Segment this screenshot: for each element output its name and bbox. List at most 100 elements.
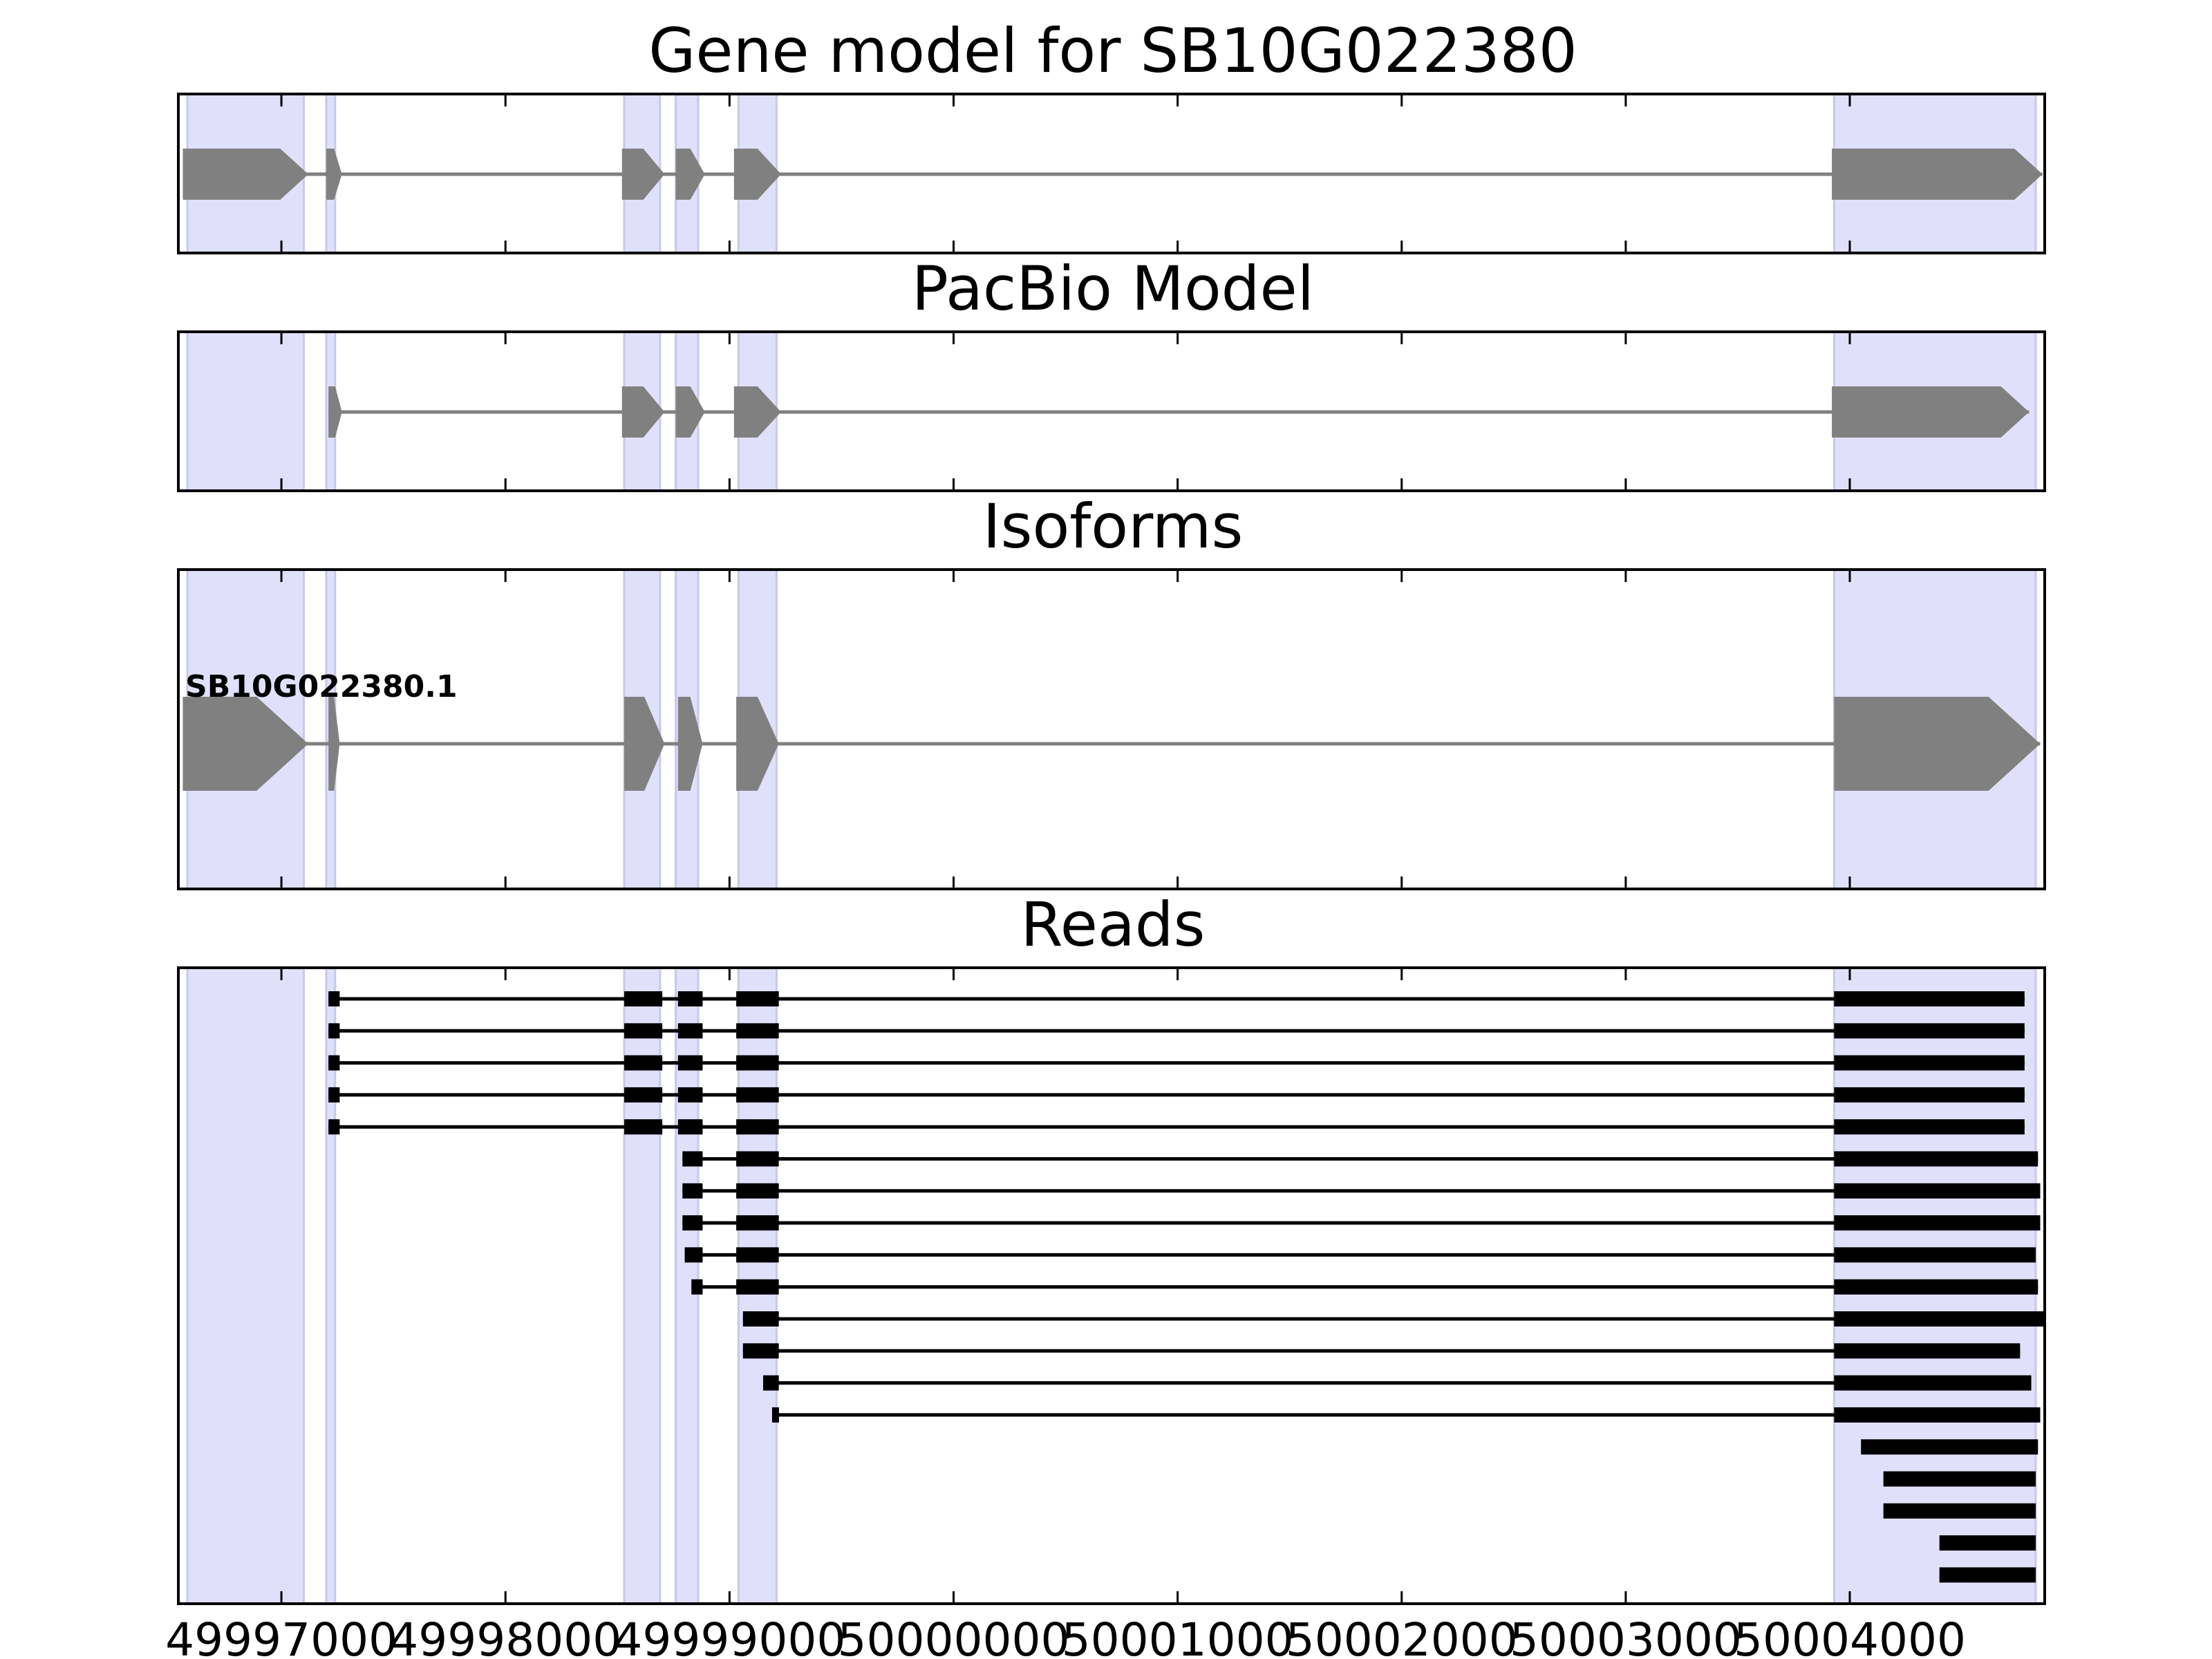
read-block <box>736 1087 779 1103</box>
read <box>1861 1439 2038 1455</box>
read-block <box>677 1119 703 1135</box>
read <box>682 1183 2041 1199</box>
read-block <box>328 1119 340 1135</box>
axes-frame <box>177 568 2046 890</box>
read-block <box>677 1055 703 1071</box>
read-block <box>624 991 663 1006</box>
gene-model-exon <box>621 149 665 200</box>
read <box>1939 1567 2036 1583</box>
read-block <box>1834 1055 2025 1071</box>
read-block <box>677 1087 703 1103</box>
isoform-exon <box>624 697 665 791</box>
read-block <box>682 1183 703 1199</box>
read-block <box>328 1023 340 1039</box>
read-block <box>691 1279 703 1295</box>
read-block <box>736 1023 779 1039</box>
read <box>742 1311 2045 1327</box>
read-block <box>1939 1535 2036 1551</box>
read <box>1883 1503 2036 1519</box>
read <box>682 1151 2038 1167</box>
axes-frame <box>177 330 2046 492</box>
reads-panel <box>177 966 2046 1605</box>
read-block <box>1834 1119 2025 1135</box>
read-block <box>742 1343 779 1359</box>
read-block <box>328 1087 340 1103</box>
read <box>328 1055 2025 1071</box>
read-block <box>1834 1151 2038 1167</box>
isoform-exon <box>328 697 340 791</box>
isoform-exon <box>736 697 779 791</box>
read-block <box>1834 1375 2032 1391</box>
x-tick-label: 49999000 <box>613 1613 845 1659</box>
gene-model-title: Gene model for SB10G022380 <box>648 15 1577 86</box>
read-block <box>1834 1407 2041 1423</box>
read-block <box>1834 1023 2025 1039</box>
exon-region-shading <box>186 966 306 1605</box>
isoforms-title: Isoforms <box>983 491 1244 562</box>
axes-frame <box>177 966 2046 1605</box>
gene-model-exon <box>675 149 705 200</box>
read-block <box>736 1055 779 1071</box>
x-tick-label: 50002000 <box>1286 1613 1518 1659</box>
read-block <box>677 991 703 1006</box>
pacbio-model-exon <box>675 386 705 438</box>
pacbio-model-exon <box>733 386 781 438</box>
isoforms-panel <box>177 568 2046 890</box>
read-block <box>684 1247 703 1263</box>
read <box>684 1247 2036 1263</box>
read-block <box>1834 1311 2045 1327</box>
axes-frame <box>177 93 2046 254</box>
read <box>328 991 2025 1006</box>
read-block <box>742 1311 779 1327</box>
exon-region-shading <box>186 330 306 492</box>
pacbio-model-exon <box>328 386 342 438</box>
read-block <box>1883 1471 2036 1487</box>
read-block <box>736 1215 779 1231</box>
read-block <box>624 1119 663 1135</box>
read-block <box>328 991 340 1006</box>
read-block <box>1861 1439 2038 1455</box>
isoform-exon <box>182 697 308 791</box>
gene-model-panel <box>177 93 2046 254</box>
read-block <box>1834 1087 2025 1103</box>
read-block <box>736 1183 779 1199</box>
read-block <box>736 1151 779 1167</box>
isoform-label: SB10G022380.1 <box>185 669 458 704</box>
read <box>1939 1535 2036 1551</box>
read <box>328 1087 2025 1103</box>
read-block <box>1834 1247 2036 1263</box>
x-tick-label: 50003000 <box>1510 1613 1742 1659</box>
read-block <box>1834 1215 2041 1231</box>
read <box>762 1375 2032 1391</box>
read <box>742 1343 2021 1359</box>
read-block <box>771 1407 779 1423</box>
read-block <box>682 1151 703 1167</box>
gene-model-exon <box>733 149 781 200</box>
reads-title: Reads <box>1021 889 1206 960</box>
read <box>771 1407 2041 1423</box>
read-block <box>762 1375 779 1391</box>
isoform-exon <box>677 697 703 791</box>
pacbio-model-exon <box>621 386 665 438</box>
x-tick-label: 50000000 <box>838 1613 1070 1659</box>
gene-model-exon <box>326 149 342 200</box>
read-block <box>328 1055 340 1071</box>
read-block <box>1883 1503 2036 1519</box>
read <box>682 1215 2041 1231</box>
read <box>691 1279 2038 1295</box>
read-block <box>1834 1343 2021 1359</box>
read-block <box>624 1055 663 1071</box>
isoform-exon <box>1834 697 2041 791</box>
x-tick-label: 49998000 <box>389 1613 621 1659</box>
read <box>328 1119 2025 1135</box>
read-block <box>1834 991 2025 1006</box>
x-tick-label: 50004000 <box>1734 1613 1966 1659</box>
read-block <box>736 1247 779 1263</box>
read-block <box>1834 1279 2038 1295</box>
read-block <box>1834 1183 2041 1199</box>
read-block <box>624 1087 663 1103</box>
read <box>328 1023 2025 1039</box>
read-block <box>736 1279 779 1295</box>
x-tick-label: 49997000 <box>165 1613 397 1659</box>
